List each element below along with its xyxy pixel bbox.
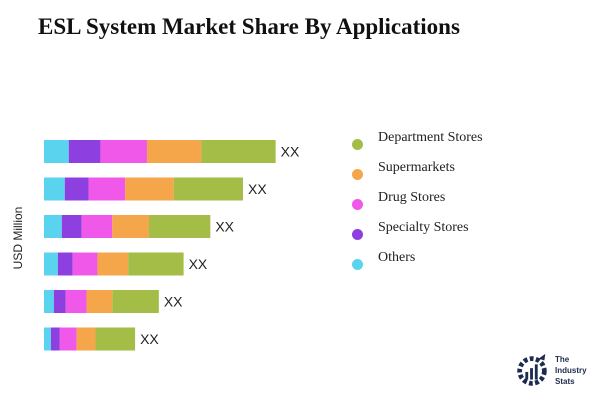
bar-segment-others bbox=[44, 327, 51, 351]
bar-segment-others bbox=[44, 290, 54, 313]
bar-segment-specialty-stores bbox=[53, 290, 66, 313]
legend-swatch bbox=[352, 229, 363, 240]
bar-segment-supermarkets bbox=[146, 140, 202, 163]
bar-segment-specialty-stores bbox=[61, 215, 82, 238]
bar-segment-specialty-stores bbox=[64, 177, 89, 201]
legend-label: Specialty Stores bbox=[378, 220, 469, 235]
bar-value-label: XX bbox=[215, 219, 234, 235]
bar-value-label: XX bbox=[140, 331, 159, 347]
bar-segment-drug-stores bbox=[88, 177, 126, 201]
bar-value-label: XX bbox=[164, 294, 183, 310]
legend-swatch bbox=[352, 139, 363, 150]
bar-segment-department-stores bbox=[112, 290, 159, 313]
bar-segment-supermarkets bbox=[97, 252, 129, 276]
chart-title: ESL System Market Share By Applications bbox=[38, 14, 460, 39]
bar-segment-drug-stores bbox=[81, 215, 113, 238]
logo-wordmark: The Industry Stats bbox=[555, 355, 587, 386]
legend-label: Supermarkets bbox=[378, 160, 455, 175]
bar-segment-specialty-stores bbox=[50, 327, 60, 351]
bar-value-label: XX bbox=[281, 144, 300, 160]
bar-segment-specialty-stores bbox=[57, 252, 73, 276]
gear-chart-icon bbox=[517, 353, 547, 386]
bar-segment-drug-stores bbox=[65, 290, 87, 313]
bar-segment-department-stores bbox=[201, 140, 276, 163]
bar-segment-supermarkets bbox=[76, 327, 96, 351]
bar-segment-specialty-stores bbox=[68, 140, 101, 163]
bar-segment-others bbox=[44, 215, 62, 238]
the-industry-stats-logo: The Industry Stats bbox=[513, 352, 587, 392]
bar-segment-others bbox=[44, 252, 58, 276]
legend-swatch bbox=[352, 199, 363, 210]
bar-segment-department-stores bbox=[95, 327, 136, 351]
bar-segment-drug-stores bbox=[100, 140, 147, 163]
bar-segment-drug-stores bbox=[59, 327, 77, 351]
bar-segment-department-stores bbox=[173, 177, 243, 201]
bar-segment-drug-stores bbox=[72, 252, 98, 276]
bar-value-label: XX bbox=[189, 256, 208, 272]
legend-swatch bbox=[352, 169, 363, 180]
legend-swatch bbox=[352, 259, 363, 270]
bar-segment-others bbox=[44, 140, 69, 163]
bar-segment-supermarkets bbox=[112, 215, 149, 238]
bar-segment-department-stores bbox=[148, 215, 211, 238]
bar-segment-supermarkets bbox=[125, 177, 174, 201]
bar-segment-supermarkets bbox=[86, 290, 113, 313]
legend-label: Others bbox=[378, 250, 416, 265]
legend-label: Department Stores bbox=[378, 130, 483, 145]
bar-segment-others bbox=[44, 177, 65, 201]
bar-segment-department-stores bbox=[128, 252, 184, 276]
legend-label: Drug Stores bbox=[378, 190, 446, 205]
bar-value-label: XX bbox=[248, 181, 267, 197]
